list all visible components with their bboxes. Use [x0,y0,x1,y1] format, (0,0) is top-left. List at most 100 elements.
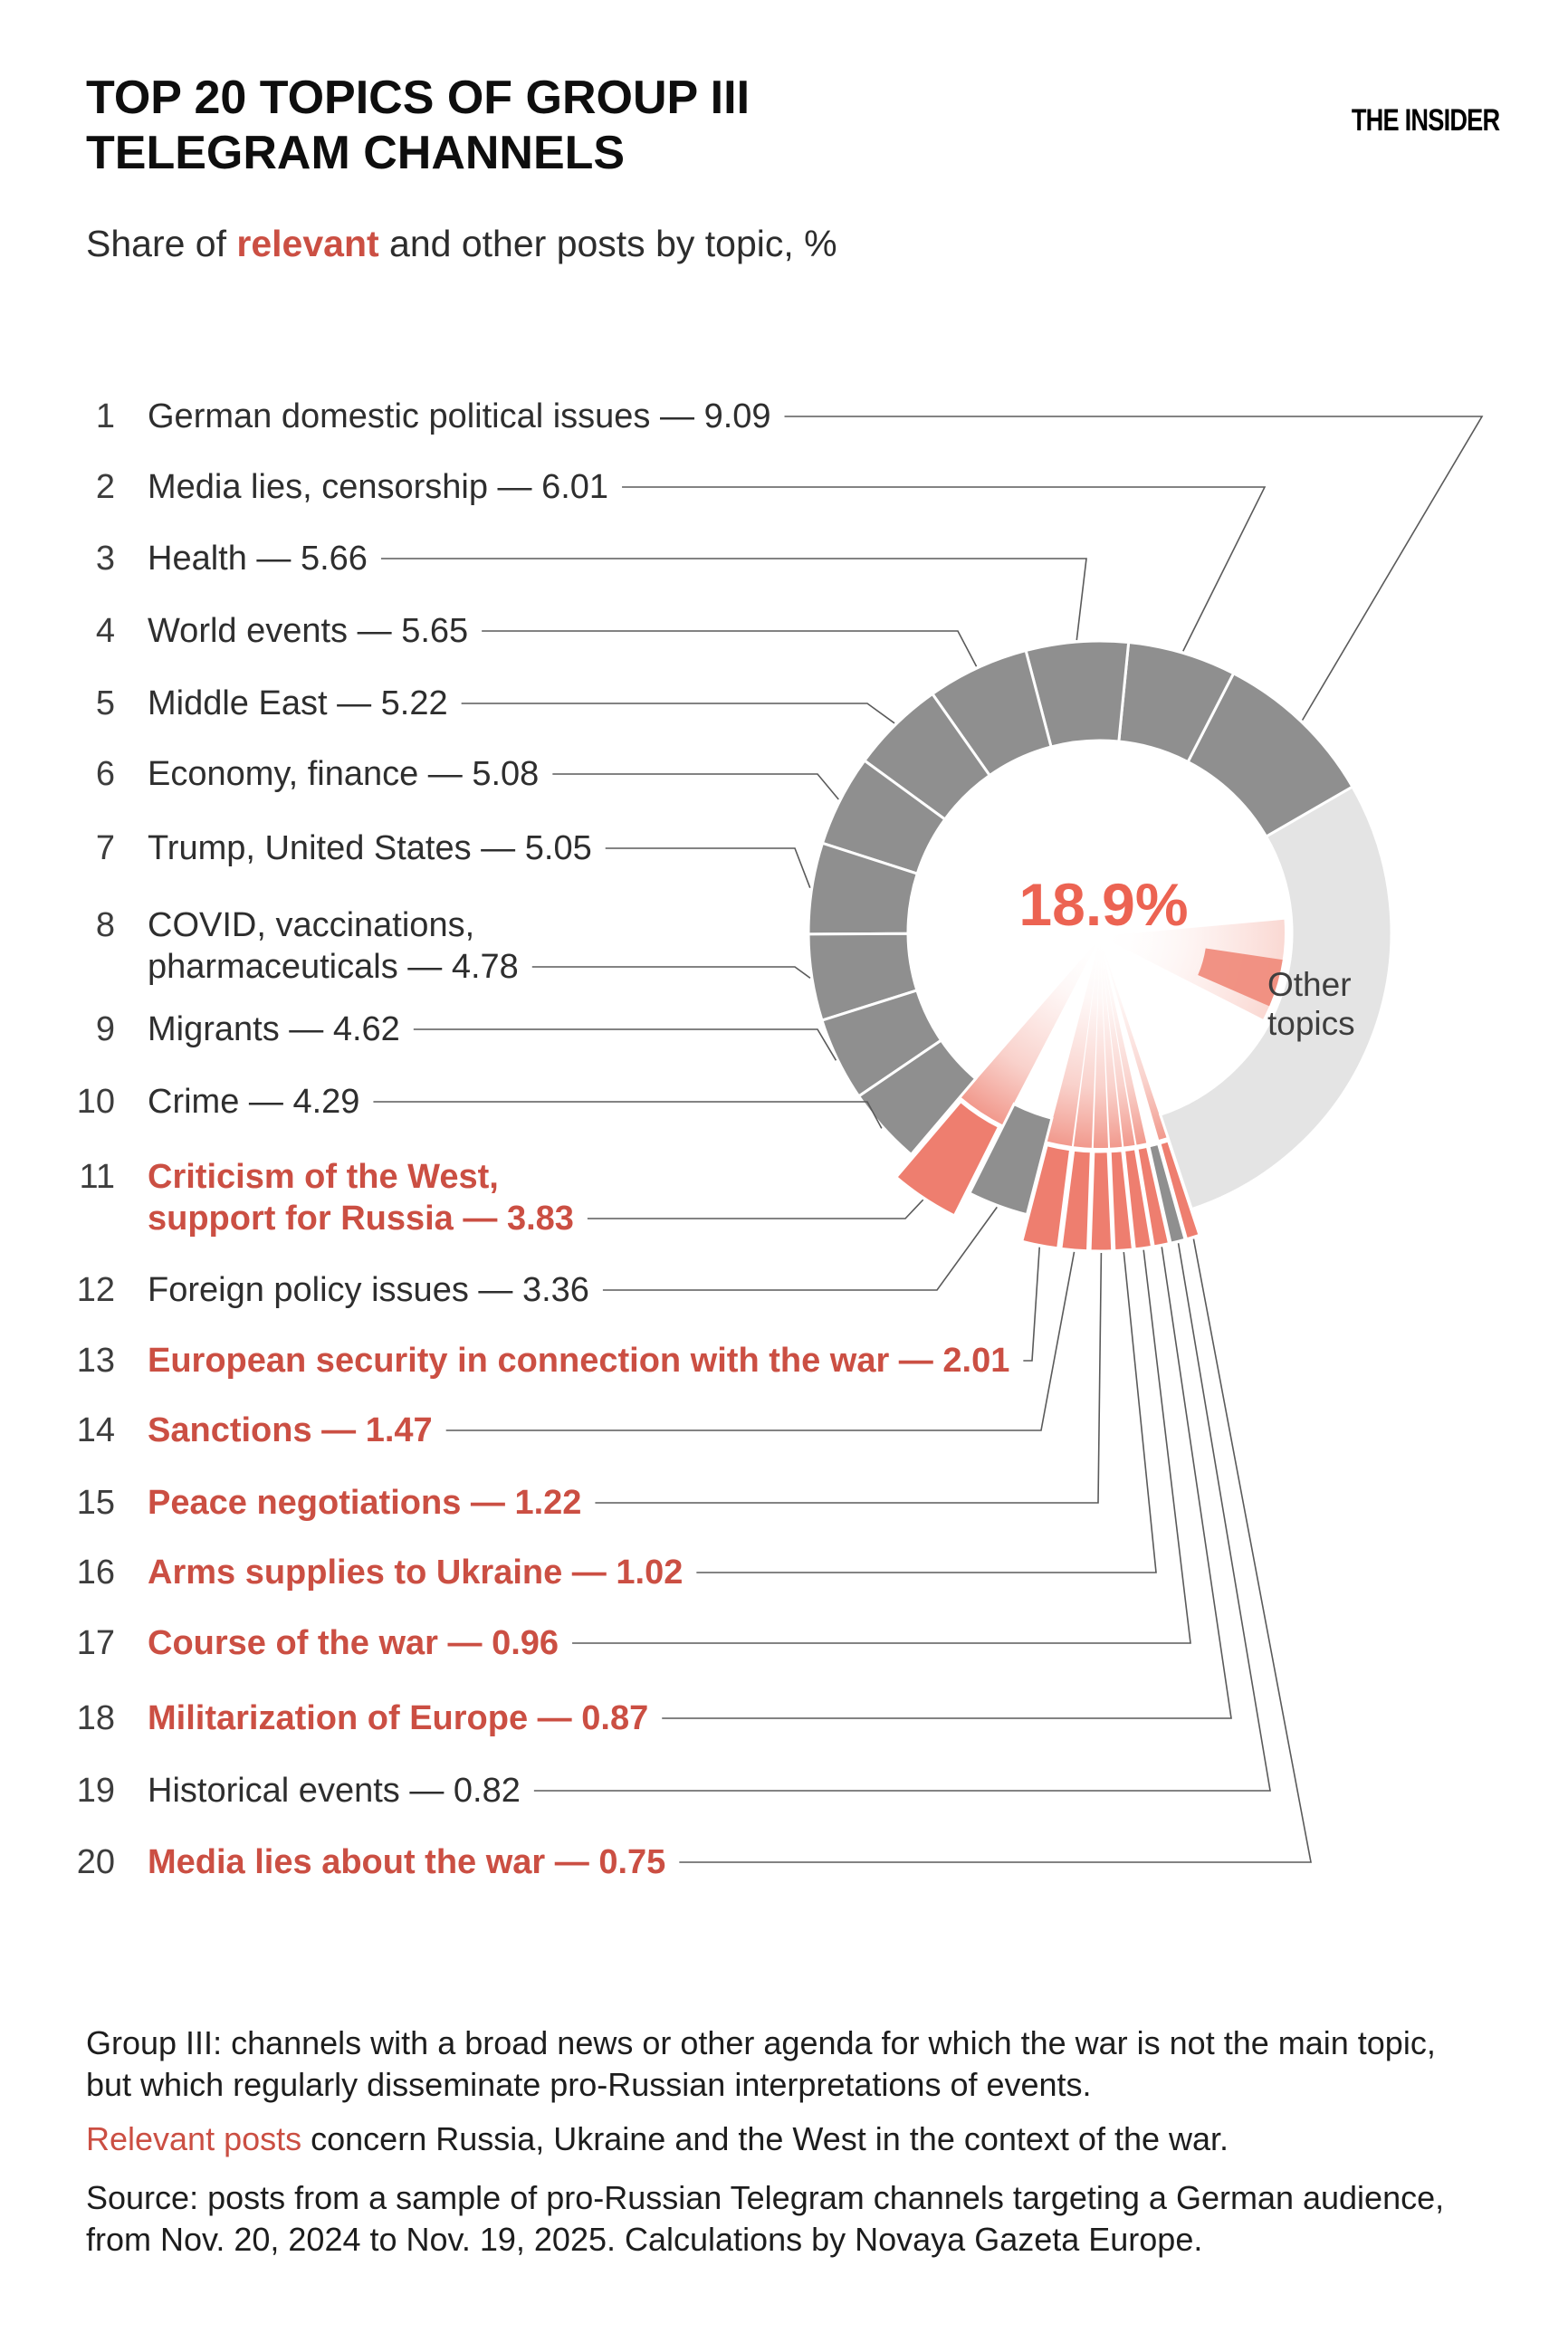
relevance-rays [961,919,1285,1149]
item-topic: World events [148,612,349,650]
relevance-ray-17 [1100,938,1135,1147]
donut-segment-10 [856,1038,978,1157]
item-rank: 9 [95,1010,115,1048]
relevant-note-rest: concern Russia, Ukraine and the West in … [301,2120,1229,2157]
list-item: 9 Migrants — 4.62 [96,1009,400,1050]
item-topic: Arms supplies to Ukraine [148,1554,563,1592]
item-topic: Middle East [148,684,328,722]
leader-line-12 [602,1206,998,1291]
item-separator: — [327,684,381,722]
item-separator: — [399,1772,454,1810]
item-rank: 6 [95,755,115,793]
item-value: 5.08 [472,755,540,793]
item-rank: 4 [95,612,115,650]
title-line-1: TOP 20 TOPICS OF GROUP III [86,72,751,124]
list-item: 14 Sanctions — 1.47 [77,1410,433,1451]
leader-line-3 [380,558,1087,641]
item-value: 9.09 [703,397,771,435]
item-rank: 15 [76,1484,115,1522]
donut-segment-other [1158,784,1393,1211]
donut-segment-18 [1135,1144,1171,1248]
item-topic: Media lies about the war [148,1843,546,1881]
item-rank: 11 [79,1158,115,1196]
list-item: 12 Foreign policy issues — 3.36 [77,1269,589,1311]
list-item: 6 Economy, finance — 5.08 [96,753,540,795]
item-separator: — [311,1411,366,1449]
item-separator: — [397,948,452,986]
item-separator: — [562,1554,617,1592]
list-item: 15 Peace negotiations — 1.22 [77,1482,582,1524]
item-separator: — [246,540,301,578]
item-separator: — [348,612,402,650]
donut-segment-15 [1088,1150,1114,1253]
subtitle-suffix: and other posts by topic, % [378,223,837,264]
other-relevance-fan [1100,919,1285,1019]
list-item: 4 World events — 5.65 [96,610,469,652]
item-value: 4.29 [292,1083,360,1121]
donut-segment-14 [1059,1148,1093,1253]
item-value: 6.01 [541,468,609,506]
donut-segment-2 [1117,640,1236,764]
list-item: 8 COVID, vaccinations, pharmaceuticals — … [96,904,519,988]
list-item: 13 European security in connection with t… [77,1340,1010,1382]
item-rank: 19 [76,1772,115,1810]
item-separator: — [468,1271,522,1309]
list-item: 19 Historical events — 0.82 [77,1770,521,1812]
item-value: 5.65 [401,612,469,650]
brand-logo: THE INSIDER [1351,103,1500,138]
item-value: 1.47 [365,1411,433,1449]
donut-segments [807,639,1393,1253]
subtitle-prefix: Share of [86,223,237,264]
item-separator: — [279,1010,333,1048]
leader-line-19 [533,1243,1271,1792]
item-rank: 5 [95,684,115,722]
donut-segment-3 [1024,639,1131,749]
group-note: Group III: channels with a broad news or… [86,2024,1436,2103]
item-rank: 2 [95,468,115,506]
item-value: 0.87 [581,1699,649,1737]
item-rank: 10 [76,1083,115,1121]
donut-segment-9 [820,989,943,1098]
item-topic: Criticism of the West, support for Russi… [148,1158,499,1238]
leader-line-11 [587,1199,924,1219]
list-item: 11 Criticism of the West, support for Rus… [80,1156,574,1239]
list-item: 10 Crime — 4.29 [77,1081,360,1123]
item-value: 5.05 [524,829,592,867]
leader-line-16 [696,1251,1157,1573]
subtitle-highlight: relevant [236,223,379,264]
relevance-ray-11 [961,938,1100,1125]
donut-segment-6 [820,759,947,875]
item-separator: — [461,1484,515,1522]
center-value-label: 18.9% [1018,871,1188,938]
item-topic: Media lies, censorship [148,468,488,506]
item-topic: Militarization of Europe [148,1699,529,1737]
leader-line-5 [461,703,895,724]
title-line-2: TELEGRAM CHANNELS [86,127,626,180]
item-value: 1.22 [514,1484,582,1522]
leader-lines [373,416,1484,1863]
leader-line-17 [572,1249,1191,1644]
item-rank: 17 [76,1624,115,1662]
item-separator: — [545,1843,599,1881]
list-item: 1 German domestic political issues — 9.09 [96,396,771,437]
leader-line-1 [784,416,1484,721]
item-topic: Foreign policy issues [148,1271,469,1309]
leader-line-4 [482,630,978,667]
item-value: 3.83 [506,1200,574,1238]
other-topics-label-line1: Other [1267,966,1352,1003]
item-separator: — [650,397,704,435]
item-value: 0.96 [492,1624,559,1662]
list-item: 16 Arms supplies to Ukraine — 1.02 [77,1552,684,1593]
item-topic: COVID, vaccinations, pharmaceuticals [148,906,475,986]
item-value: 0.75 [598,1843,666,1881]
item-topic: Course of the war [148,1624,438,1662]
relevance-ray-15 [1093,938,1109,1149]
other-relevance-wedge [1198,948,1283,1007]
relevant-note-highlight: Relevant posts [86,2120,302,2157]
other-topics-label-line2: topics [1267,1005,1355,1042]
item-topic: Crime [148,1083,240,1121]
item-topic: European security in connection with the… [148,1342,890,1380]
leader-line-6 [552,773,839,800]
item-rank: 1 [95,397,115,435]
